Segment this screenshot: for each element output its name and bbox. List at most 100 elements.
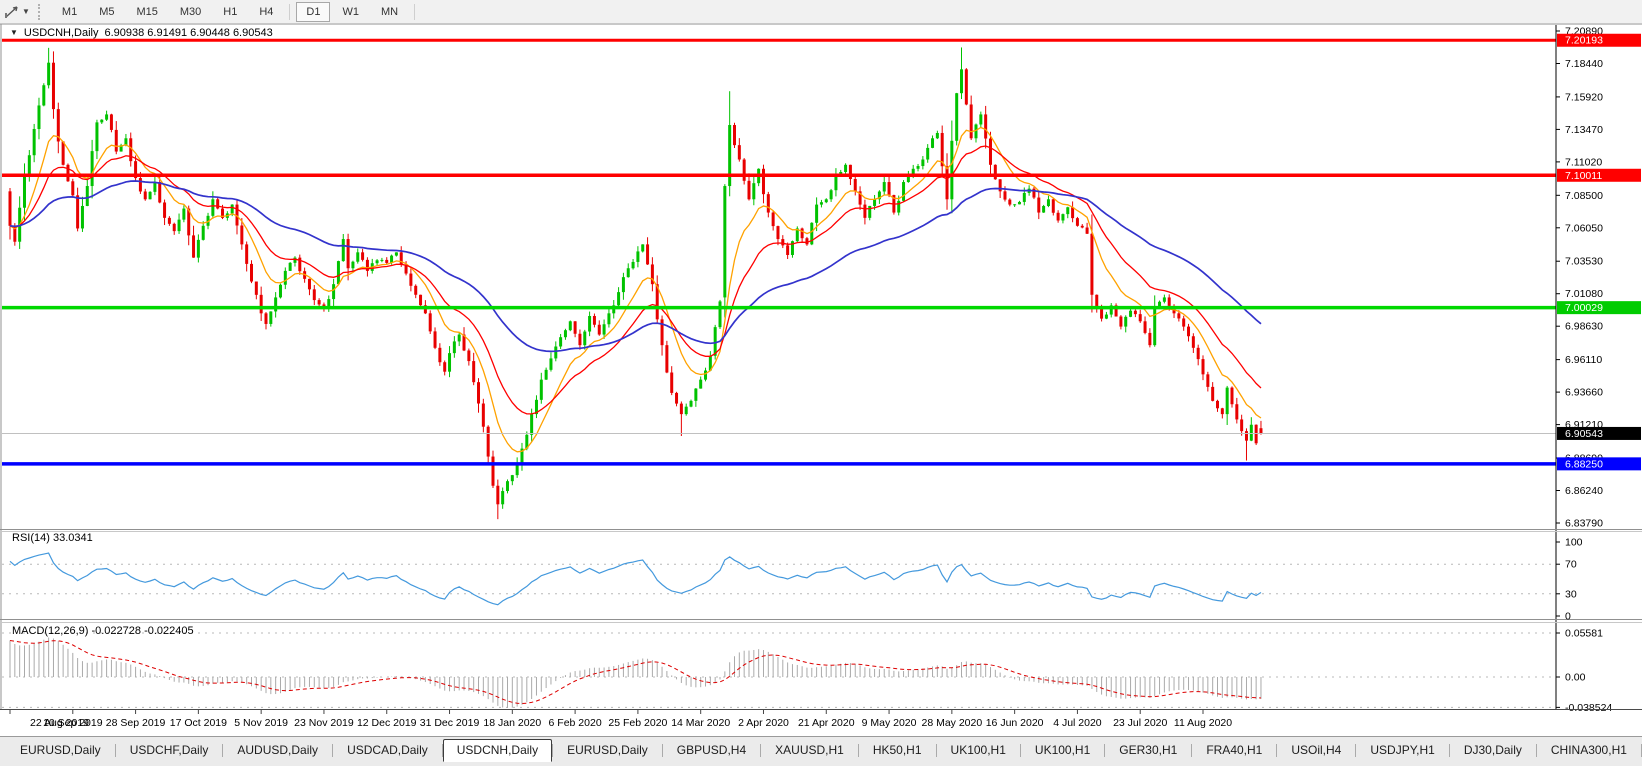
candle (921, 156, 925, 170)
tab-xauusd-h1[interactable]: XAUUSD,H1 (775, 743, 844, 757)
price-badge-label: 6.88250 (1565, 458, 1603, 470)
tab-uk100-h1[interactable]: UK100,H1 (950, 743, 1006, 757)
candle (578, 329, 582, 350)
candle (259, 286, 263, 321)
price-badge (1557, 426, 1641, 440)
tab-hk50-h1[interactable]: HK50,H1 (872, 743, 922, 757)
candle (298, 254, 302, 275)
candle (167, 216, 171, 226)
crosshair-tool-icon[interactable] (2, 3, 22, 21)
candle (969, 95, 973, 141)
candle (143, 188, 147, 201)
candle (752, 176, 756, 206)
price-tick-label: 7.15920 (1565, 91, 1603, 103)
rsi-tick-label: 100 (1565, 537, 1583, 549)
tab-ger30-h1[interactable]: GER30,H1 (1119, 743, 1178, 757)
timeframe-m5[interactable]: M5 (99, 5, 115, 18)
chart-title: ▼ USDCNH,Daily 6.90938 6.91491 6.90448 6… (10, 27, 273, 39)
price-tick-label: 7.13470 (1565, 124, 1603, 136)
tab-usdchf-daily[interactable]: USDCHF,Daily (129, 743, 209, 757)
candle (515, 457, 519, 478)
candle (336, 260, 340, 286)
candle (37, 97, 41, 140)
candle (1148, 328, 1152, 348)
candle (573, 321, 577, 338)
tab-separator (1355, 744, 1357, 757)
candle (472, 352, 476, 386)
candle (1109, 303, 1113, 318)
candle (631, 258, 635, 270)
candle (119, 143, 123, 152)
tab-eurusd-daily[interactable]: EURUSD,Daily (567, 743, 648, 757)
candle (931, 135, 935, 149)
candle (993, 164, 997, 180)
tab-uk100-h1[interactable]: UK100,H1 (1034, 743, 1091, 757)
tab-dj30-daily[interactable]: DJ30,Daily (1463, 743, 1522, 757)
candle (665, 340, 669, 374)
candle (602, 319, 606, 339)
tab-usdjpy-h1[interactable]: USDJPY,H1 (1370, 743, 1435, 757)
candle (1017, 200, 1021, 205)
candle (525, 431, 529, 451)
candle (307, 278, 311, 296)
candle (414, 284, 418, 299)
tab-usdcnh-daily[interactable]: USDCNH,Daily (442, 739, 553, 762)
candle (988, 131, 992, 175)
tab-usdcad-daily[interactable]: USDCAD,Daily (347, 743, 428, 757)
candle (1061, 213, 1065, 224)
candle (196, 234, 200, 263)
candle (563, 328, 567, 340)
candle (211, 191, 215, 219)
chevron-down-icon[interactable]: ▼ (22, 7, 30, 16)
candle (607, 308, 611, 328)
tab-separator (1019, 744, 1021, 757)
timeframe-d1[interactable]: D1 (296, 1, 331, 22)
candle (278, 283, 282, 299)
tab-fra40-h1[interactable]: FRA40,H1 (1206, 743, 1263, 757)
candle (1037, 191, 1041, 220)
candle (1153, 295, 1157, 347)
price-badge (1557, 301, 1641, 315)
candle (858, 186, 862, 210)
candle (655, 275, 659, 324)
timeframe-mn[interactable]: MN (380, 5, 399, 18)
candle (887, 175, 891, 198)
timeframe-h1[interactable]: H1 (223, 5, 238, 18)
tab-eurusd-daily[interactable]: EURUSD,Daily (20, 743, 101, 757)
tab-separator (222, 744, 224, 757)
timeframe-m30[interactable]: M30 (179, 5, 202, 18)
candle (916, 163, 920, 172)
candle (824, 198, 828, 204)
time-tick-label: 18 Jan 2020 (483, 717, 541, 729)
candle (477, 378, 481, 413)
tab-usoil-h4[interactable]: USOil,H4 (1291, 743, 1342, 757)
candle (1104, 311, 1108, 320)
chart-canvas[interactable]: 7.208907.184407.159207.134707.110207.085… (0, 23, 1642, 736)
candle (877, 190, 881, 204)
timeframe-m15[interactable]: M15 (136, 5, 158, 18)
candle (771, 210, 775, 231)
price-badge (1557, 457, 1641, 471)
candle (109, 113, 113, 133)
crosshair-tool-glyph (5, 5, 18, 18)
tab-china300-h1[interactable]: CHINA300,H1 (1550, 743, 1627, 757)
candle (341, 233, 345, 262)
tab-gbpusd-h4[interactable]: GBPUSD,H4 (676, 743, 747, 757)
candle (283, 267, 287, 290)
candle (216, 197, 220, 210)
candle (90, 139, 94, 199)
candle (129, 132, 133, 167)
candle (510, 474, 514, 486)
collapse-chart-icon[interactable]: ▼ (10, 28, 18, 37)
candle (1124, 315, 1128, 333)
candle (1225, 385, 1229, 425)
candle (1182, 315, 1186, 331)
timeframe-h4[interactable]: H4 (259, 5, 274, 18)
timeframe-w1[interactable]: W1 (342, 5, 359, 18)
tab-audusd-daily[interactable]: AUDUSD,Daily (237, 743, 319, 757)
candle (1196, 344, 1200, 366)
candle (56, 102, 60, 154)
candle (163, 199, 167, 226)
candle (834, 168, 838, 197)
timeframe-m1[interactable]: M1 (61, 5, 78, 18)
